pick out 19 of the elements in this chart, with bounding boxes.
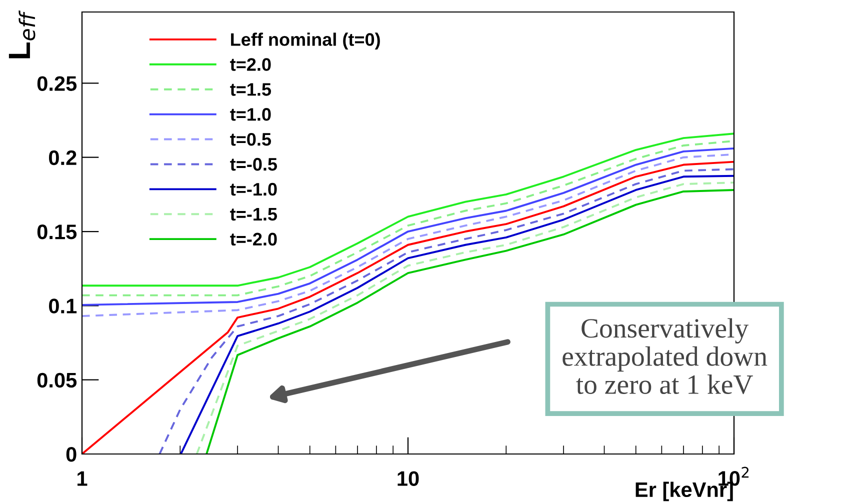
legend-label: t=0.5 [230, 132, 272, 146]
y-tick-label: 0.05 [37, 372, 77, 388]
y-axis-title: L$_{eff}$ [8, 10, 36, 58]
y-tick-label: 0.15 [37, 224, 77, 240]
y-tick-label: 0.25 [37, 76, 77, 91]
x-tick-label: 10 [398, 471, 419, 486]
annotation: Conservatively extrapolated down to zero at 1 keV [562, 318, 768, 394]
legend-label: t=-1.5 [230, 208, 278, 221]
legend-label: t=-2.0 [230, 232, 277, 246]
x-tick-label: 1 [78, 471, 88, 486]
legend-label: t=1.0 [230, 108, 271, 121]
legend-label: Leff nominal (t=0) [231, 32, 380, 50]
legend-label: t=2.0 [230, 58, 271, 71]
y-tick-label: 0.1 [49, 298, 77, 314]
legend-label: t=-0.5 [230, 158, 278, 171]
y-tick-label: 0 [66, 447, 76, 462]
legend-label: t=1.5 [230, 83, 272, 96]
legend-label: t=-1.0 [230, 182, 277, 196]
y-tick-label: 0.2 [49, 150, 76, 166]
